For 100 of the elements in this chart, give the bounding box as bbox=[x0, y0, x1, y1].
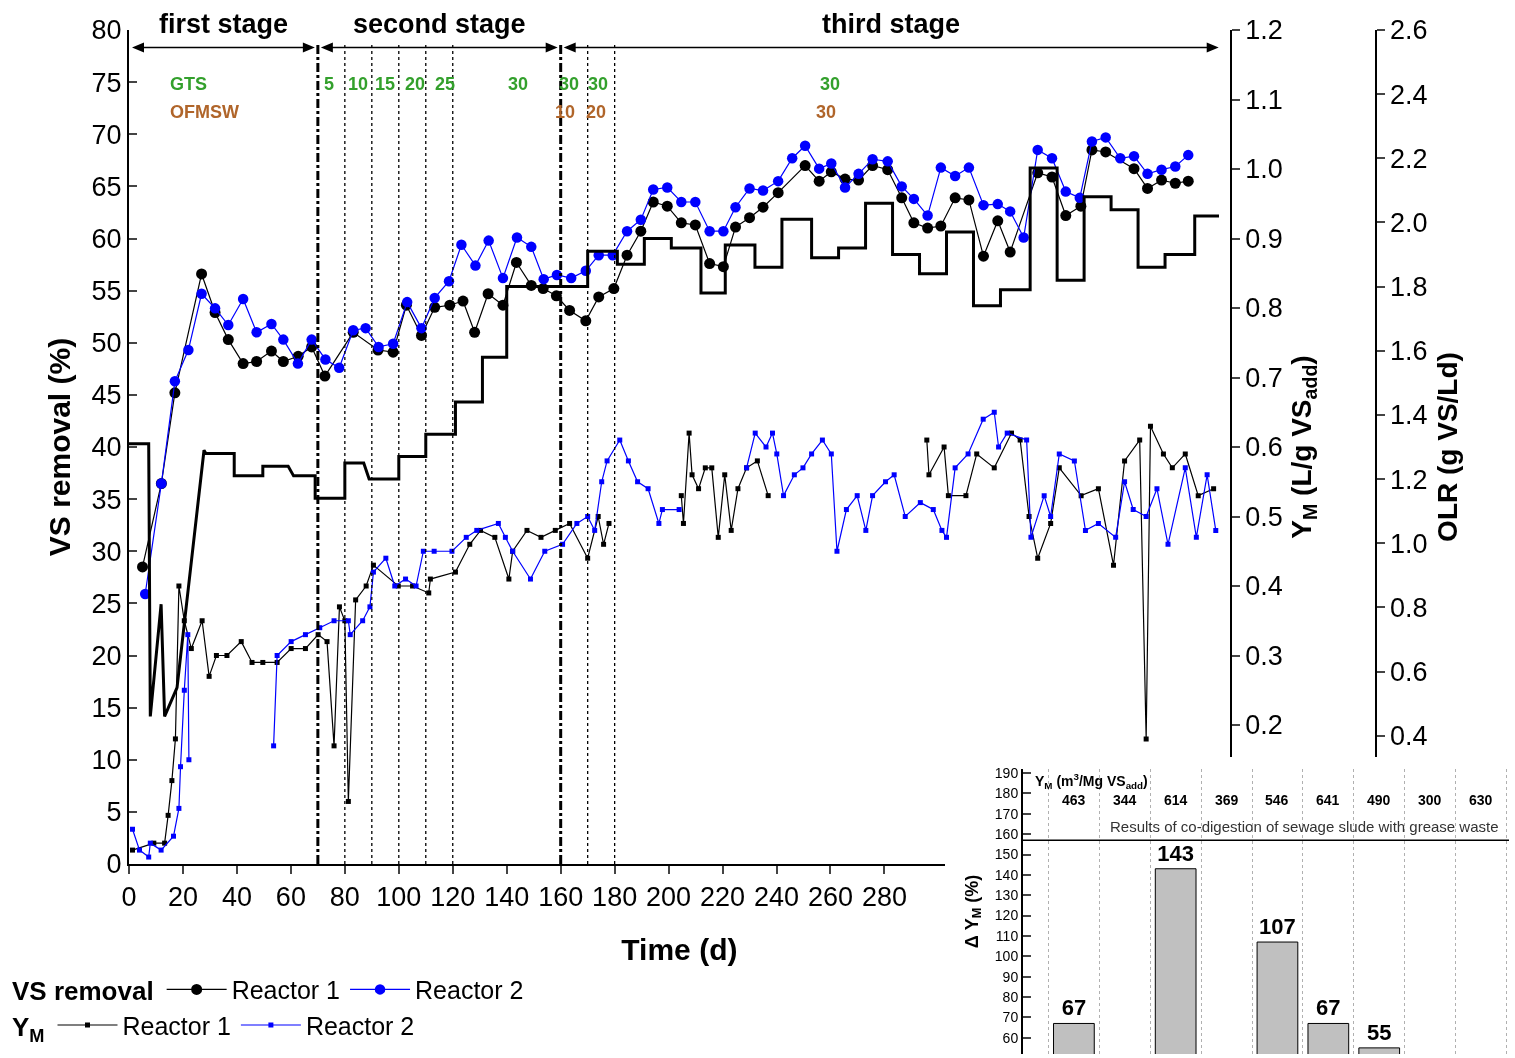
y2-tick-label: 1.0 bbox=[1245, 154, 1283, 185]
y-tick-label: 70 bbox=[1002, 1009, 1019, 1026]
data-label: 55 bbox=[1366, 1019, 1392, 1045]
annotation: 25 bbox=[435, 74, 456, 94]
x-tick-label: 20 bbox=[167, 882, 198, 913]
y-tick-label: 50 bbox=[91, 328, 122, 359]
ref-line-label: Results of co-digestion of sewage slude with grease waste bbox=[1110, 818, 1499, 835]
y-tick-label: 65 bbox=[91, 171, 122, 202]
y3-tick-label: 1.2 bbox=[1390, 464, 1428, 495]
y2-tick-label: 0.9 bbox=[1245, 223, 1283, 254]
annotation: 490 bbox=[1367, 792, 1391, 808]
data-label: 143 bbox=[1157, 840, 1195, 866]
x-tick-label: 220 bbox=[700, 882, 746, 913]
y-tick-label: 45 bbox=[91, 380, 122, 411]
x-tick-label: 200 bbox=[646, 882, 692, 913]
annotation: 641 bbox=[1316, 792, 1340, 808]
y-tick-label: 25 bbox=[91, 588, 122, 619]
y-tick-label: 75 bbox=[91, 67, 122, 98]
x-tick-label: 180 bbox=[592, 882, 638, 913]
annotation: 300 bbox=[1418, 792, 1442, 808]
y2-tick-label: 0.3 bbox=[1245, 640, 1283, 671]
text: Y$_{M}$ bbox=[12, 1012, 45, 1046]
y3-tick-label: 2.2 bbox=[1390, 143, 1428, 174]
y-tick-label: 70 bbox=[91, 119, 122, 150]
x-tick-label: 120 bbox=[430, 882, 476, 913]
legend-label: Reactor 2 bbox=[415, 976, 524, 1005]
y3-tick-label: 1.4 bbox=[1390, 400, 1428, 431]
y2-tick-label: 0.5 bbox=[1245, 501, 1283, 532]
y-tick-label: 190 bbox=[994, 764, 1019, 781]
y3-tick-label: 1.6 bbox=[1390, 336, 1428, 367]
y2-tick-label: 1.2 bbox=[1245, 15, 1283, 46]
data-label: 67 bbox=[1061, 995, 1087, 1021]
annotation: 630 bbox=[1469, 792, 1493, 808]
y3-tick-label: 1.0 bbox=[1390, 528, 1428, 559]
y-tick-label: 160 bbox=[994, 826, 1019, 843]
annotation: 10 bbox=[555, 102, 576, 122]
y-tick-label: 90 bbox=[1002, 968, 1019, 985]
annotation: 546 bbox=[1265, 792, 1289, 808]
annotation: first stage bbox=[159, 9, 289, 39]
annotation: 5 bbox=[324, 74, 335, 94]
y3-tick-label: 2.0 bbox=[1390, 207, 1428, 238]
annotation: third stage bbox=[822, 9, 961, 39]
y3-tick-label: 1.8 bbox=[1390, 272, 1428, 303]
x-tick-label: 280 bbox=[861, 882, 907, 913]
y-tick-label: 30 bbox=[91, 536, 122, 567]
y-tick-label: 20 bbox=[91, 640, 122, 671]
y2-tick-label: 1.1 bbox=[1245, 84, 1283, 115]
annotation: 463 bbox=[1062, 792, 1086, 808]
y-tick-label: 10 bbox=[91, 745, 122, 776]
y-tick-label: 120 bbox=[994, 907, 1019, 924]
annotation: 344 bbox=[1113, 792, 1137, 808]
annotation: 30 bbox=[588, 74, 609, 94]
x-tick-label: 40 bbox=[221, 882, 252, 913]
legend-label: Reactor 1 bbox=[122, 1011, 231, 1040]
y-axis-title: VS removal (%) bbox=[43, 337, 77, 557]
y2-tick-label: 0.2 bbox=[1245, 710, 1283, 741]
annotation: second stage bbox=[353, 9, 526, 39]
data-label: 107 bbox=[1259, 914, 1296, 940]
annotation: GTS bbox=[170, 74, 208, 94]
y2-tick-label: 0.8 bbox=[1245, 293, 1283, 324]
annotation: OFMSW bbox=[170, 102, 239, 122]
y-tick-label: 80 bbox=[91, 15, 122, 46]
y3-tick-label: 0.6 bbox=[1390, 656, 1428, 687]
y-tick-label: 130 bbox=[994, 887, 1019, 904]
annotation: 30 bbox=[559, 74, 580, 94]
x-tick-label: 260 bbox=[807, 882, 854, 913]
x-axis-title: Time (d) bbox=[621, 933, 738, 967]
y3-tick-label: 0.8 bbox=[1390, 592, 1428, 623]
y2-tick-label: 0.6 bbox=[1245, 432, 1283, 463]
annotation: 15 bbox=[375, 74, 396, 94]
y-tick-label: 180 bbox=[994, 785, 1019, 802]
y3-tick-label: 2.4 bbox=[1390, 79, 1428, 110]
legend-title: VS removal bbox=[12, 976, 154, 1007]
y2-tick-label: 0.4 bbox=[1245, 571, 1283, 602]
y-tick-label: 40 bbox=[91, 432, 122, 463]
y3-tick-label: 2.6 bbox=[1390, 15, 1428, 46]
annotation: 20 bbox=[586, 102, 607, 122]
x-tick-label: 160 bbox=[538, 882, 584, 913]
y-tick-label: 80 bbox=[1002, 988, 1019, 1005]
annotation: 10 bbox=[348, 74, 369, 94]
annotation: 614 bbox=[1164, 792, 1188, 808]
data-label: 67 bbox=[1316, 995, 1341, 1021]
y-tick-label: 150 bbox=[994, 846, 1019, 863]
legend-label: Reactor 2 bbox=[305, 1011, 415, 1040]
annotation: 30 bbox=[816, 102, 837, 122]
y-tick-label: 15 bbox=[91, 693, 122, 724]
y-tick-label: 110 bbox=[995, 927, 1019, 944]
y-tick-label: 35 bbox=[91, 484, 122, 515]
y-tick-label: 55 bbox=[91, 276, 122, 307]
y2-tick-label: 0.7 bbox=[1245, 362, 1283, 393]
annotation: 20 bbox=[405, 74, 426, 94]
legend-label: Reactor 1 bbox=[231, 976, 341, 1005]
y-tick-label: 170 bbox=[994, 805, 1019, 822]
y-tick-label: 5 bbox=[106, 797, 122, 828]
annotation: 369 bbox=[1215, 792, 1239, 808]
y-tick-label: 140 bbox=[994, 866, 1019, 883]
x-tick-label: 100 bbox=[376, 882, 422, 913]
annotation: Y$_{M}$ (m$^{3}$/Mg VS$_{add}$) bbox=[1035, 771, 1148, 791]
y-tick-label: 60 bbox=[91, 223, 122, 254]
y-tick-label: 100 bbox=[994, 948, 1019, 965]
